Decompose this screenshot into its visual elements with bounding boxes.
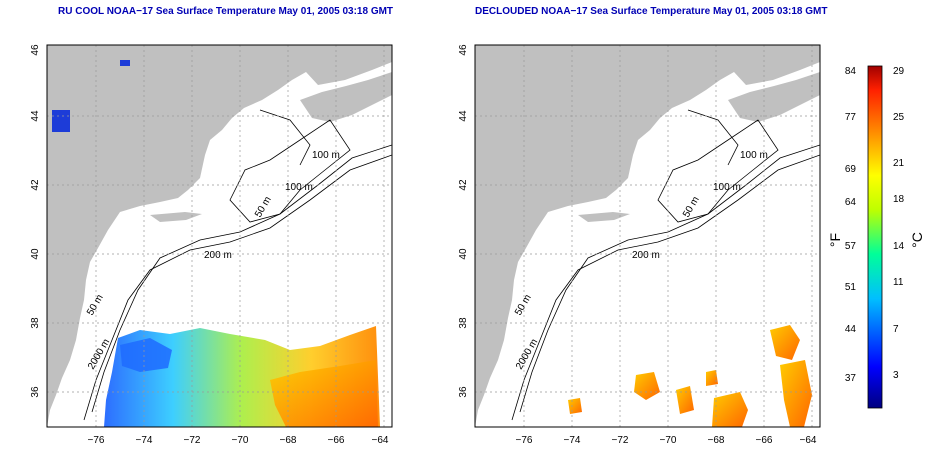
right-long-island: [578, 212, 630, 222]
right-nova-scotia: [728, 72, 820, 122]
left-map-title: RU COOL NOAA−17 Sea Surface Temperature …: [58, 6, 394, 17]
left-y-tick-label: 40: [30, 248, 41, 260]
right-gridlines: [475, 45, 820, 427]
right-y-tick-label: 46: [458, 44, 469, 56]
left-y-tick-label: 44: [30, 110, 41, 122]
left-cloud-artifact: [52, 110, 70, 132]
right-map-panel: 100 m 100 m 50 m 200 m 50 m 2000 m −76 −…: [458, 44, 821, 446]
colorbar-f-tick: 77: [845, 112, 857, 123]
left-gridlines: [47, 45, 392, 427]
right-y-tick-label: 38: [458, 317, 469, 329]
left-long-island: [150, 212, 202, 222]
colorbar-f-unit: °F: [827, 233, 843, 247]
right-sst-patches: [568, 325, 812, 427]
colorbar-c-ticks: 29 25 21 18 14 11 7 3: [893, 66, 905, 381]
left-x-tick-label: −66: [328, 435, 345, 446]
left-sst-cold-patch: [120, 338, 172, 372]
left-x-tick-label: −64: [372, 435, 389, 446]
right-y-axis: 46 44 42 40 38 36: [458, 44, 469, 398]
colorbar-f-ticks: 84 77 69 64 57 51 44 37: [845, 66, 857, 384]
colorbar-c-tick: 14: [893, 241, 905, 252]
right-y-tick-label: 42: [458, 179, 469, 191]
left-x-tick-label: −74: [136, 435, 153, 446]
left-x-axis: −76 −74 −72 −70 −68 −66 −64: [88, 435, 389, 446]
left-x-tick-label: −72: [184, 435, 201, 446]
left-y-axis: 46 44 42 40 38 36: [30, 44, 41, 398]
colorbar-c-tick: 11: [893, 277, 904, 288]
right-contour-label: 100 m: [713, 182, 741, 193]
colorbar-f-tick: 37: [845, 373, 857, 384]
right-x-tick-label: −70: [660, 435, 677, 446]
left-map-frame: [46, 44, 393, 428]
right-y-tick-label: 44: [458, 110, 469, 122]
colorbar-c-tick: 25: [893, 112, 905, 123]
left-y-tick-label: 42: [30, 179, 41, 191]
left-nova-scotia: [300, 72, 392, 122]
colorbar-c-tick: 7: [893, 324, 899, 335]
left-x-tick-label: −70: [232, 435, 249, 446]
colorbar-c-unit: °C: [909, 232, 925, 248]
colorbar-f-tick: 64: [845, 197, 857, 208]
left-cloud-artifact-small: [120, 60, 130, 66]
right-y-tick-label: 40: [458, 248, 469, 260]
colorbar-f-tick: 57: [845, 241, 857, 252]
left-map-panel: 100 m 100 m 50 m 200 m 50 m 2000 m −76 −…: [30, 44, 393, 446]
right-x-tick-label: −74: [564, 435, 581, 446]
left-x-tick-label: −68: [280, 435, 297, 446]
right-x-axis: −76 −74 −72 −70 −68 −66 −64: [516, 435, 817, 446]
colorbar-f-tick: 84: [845, 66, 857, 77]
right-x-tick-label: −76: [516, 435, 533, 446]
left-bathymetry-contours: [83, 109, 392, 421]
left-x-tick-label: −76: [88, 435, 105, 446]
colorbar-f-tick: 69: [845, 164, 857, 175]
colorbar-c-tick: 3: [893, 370, 899, 381]
left-sst-warm-patch: [270, 360, 378, 427]
left-contour-label: 200 m: [204, 250, 232, 261]
colorbar-c-tick: 29: [893, 66, 905, 77]
colorbar-gradient: [867, 65, 883, 409]
left-y-tick-label: 46: [30, 44, 41, 56]
right-contour-label: 100 m: [740, 150, 768, 161]
right-x-tick-label: −66: [756, 435, 773, 446]
colorbar-f-tick: 44: [845, 324, 857, 335]
right-map-title: DECLOUDED NOAA−17 Sea Surface Temperatur…: [475, 6, 828, 17]
right-bathymetry-contours: [511, 109, 820, 421]
colorbar-c-tick: 21: [893, 158, 905, 169]
right-y-tick-label: 36: [458, 386, 469, 398]
right-contour-label: 200 m: [632, 250, 660, 261]
right-x-tick-label: −64: [800, 435, 817, 446]
right-map-frame: [474, 44, 821, 428]
left-y-tick-label: 36: [30, 386, 41, 398]
colorbar-c-tick: 18: [893, 194, 905, 205]
left-land: [47, 45, 392, 427]
left-y-tick-label: 38: [30, 317, 41, 329]
right-land: [475, 45, 820, 427]
colorbar-f-tick: 51: [845, 282, 857, 293]
left-contour-label: 100 m: [285, 182, 313, 193]
right-x-tick-label: −72: [612, 435, 629, 446]
colorbar: 84 77 69 64 57 51 44 37 29 25 21 18 14 1…: [827, 65, 925, 409]
left-contour-label: 100 m: [312, 150, 340, 161]
right-x-tick-label: −68: [708, 435, 725, 446]
